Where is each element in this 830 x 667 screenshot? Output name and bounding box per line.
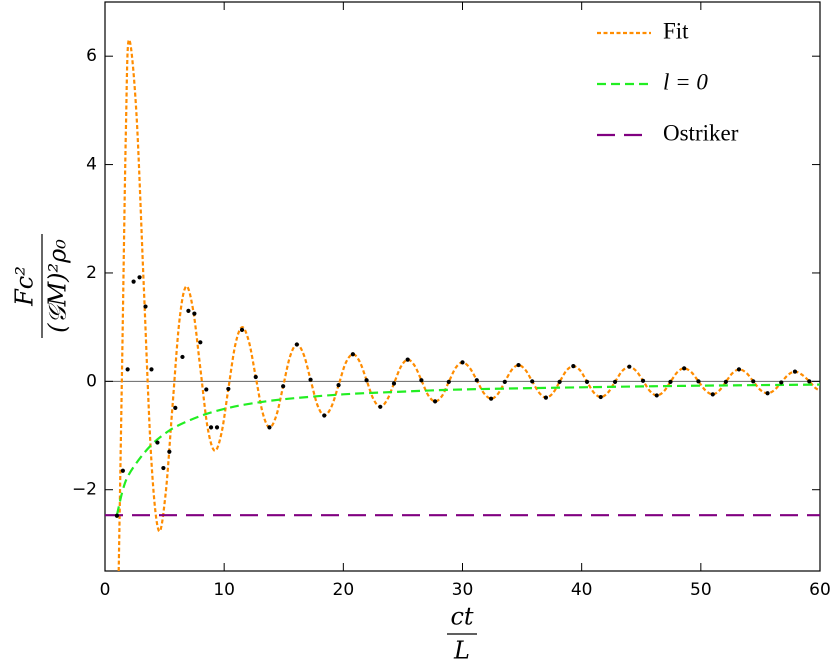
data-point (364, 378, 369, 383)
plot-area (105, 38, 820, 571)
data-point (322, 413, 327, 418)
data-point (143, 304, 148, 309)
data-point (226, 386, 231, 392)
data-point (516, 362, 521, 368)
data-point (419, 378, 424, 383)
data-point (654, 393, 659, 398)
data-point (751, 379, 756, 384)
data-point (682, 366, 687, 371)
data-point (137, 275, 142, 280)
y-tick-label: −2 (72, 480, 97, 500)
y-label-denominator: (𝒢M)²ρ₀ (44, 239, 72, 333)
data-point (474, 378, 479, 383)
data-point (627, 364, 632, 369)
data-point (294, 342, 299, 347)
y-label: Fc² (𝒢M)²ρ₀ (11, 234, 72, 338)
data-point (765, 391, 770, 396)
data-point (668, 379, 673, 384)
legend-label: Fit (663, 18, 689, 43)
data-point (308, 377, 313, 382)
data-point (253, 374, 258, 380)
x-tick-label: 10 (213, 580, 235, 600)
data-point (612, 379, 618, 384)
data-point (779, 380, 784, 385)
data-point (204, 387, 209, 392)
data-point (696, 379, 701, 384)
data-point (114, 513, 120, 518)
y-tick-label: 6 (86, 46, 97, 66)
data-point (186, 308, 191, 313)
data-point (149, 367, 154, 372)
x-tick-label: 50 (690, 580, 712, 600)
data-point (598, 394, 603, 400)
data-point (214, 425, 220, 430)
data-point (489, 396, 494, 401)
series-line (115, 383, 820, 516)
x-tick-label: 30 (452, 580, 474, 600)
data-point (198, 340, 203, 345)
data-point (208, 425, 214, 430)
data-point (460, 360, 465, 365)
y-label-numerator: Fc² (11, 266, 39, 307)
y-tick-label: 2 (86, 263, 97, 283)
legend-label: Ostriker (663, 120, 739, 145)
data-point (584, 379, 590, 384)
data-point (173, 405, 178, 410)
data-point (125, 367, 130, 372)
data-point (807, 379, 812, 384)
data-point (710, 392, 715, 397)
x-tick-label: 60 (809, 580, 830, 600)
data-point (557, 379, 562, 384)
data-point (792, 369, 798, 374)
data-point (131, 279, 136, 284)
data-point (167, 449, 172, 454)
data-point (543, 395, 549, 400)
y-tick-label: 4 (86, 155, 97, 175)
plot-frame (104, 1, 821, 572)
data-point (432, 399, 438, 404)
data-point (281, 384, 286, 389)
legend-label: l = 0 (663, 69, 708, 94)
series-line (117, 38, 820, 571)
x-label-denominator: L (453, 637, 470, 665)
data-point (571, 364, 576, 369)
data-point (155, 440, 160, 445)
data-point (446, 379, 451, 384)
data-point (736, 367, 742, 372)
x-tick-label: 0 (100, 580, 111, 600)
data-point (723, 379, 728, 384)
data-point (120, 468, 125, 473)
data-point (391, 381, 397, 386)
data-point (640, 378, 646, 383)
data-point (161, 465, 166, 471)
data-point (502, 379, 507, 384)
x-tick-label: 40 (571, 580, 593, 600)
data-point (192, 311, 197, 316)
data-point (180, 354, 185, 360)
data-point (350, 352, 355, 357)
data-point (267, 425, 272, 430)
data-point (378, 404, 383, 409)
data-point (239, 327, 245, 332)
data-point (336, 383, 341, 388)
y-tick-label: 0 (86, 371, 97, 391)
data-point (530, 379, 535, 384)
data-point (405, 357, 410, 362)
x-label-numerator: ct (450, 603, 473, 631)
x-tick-label: 20 (333, 580, 355, 600)
